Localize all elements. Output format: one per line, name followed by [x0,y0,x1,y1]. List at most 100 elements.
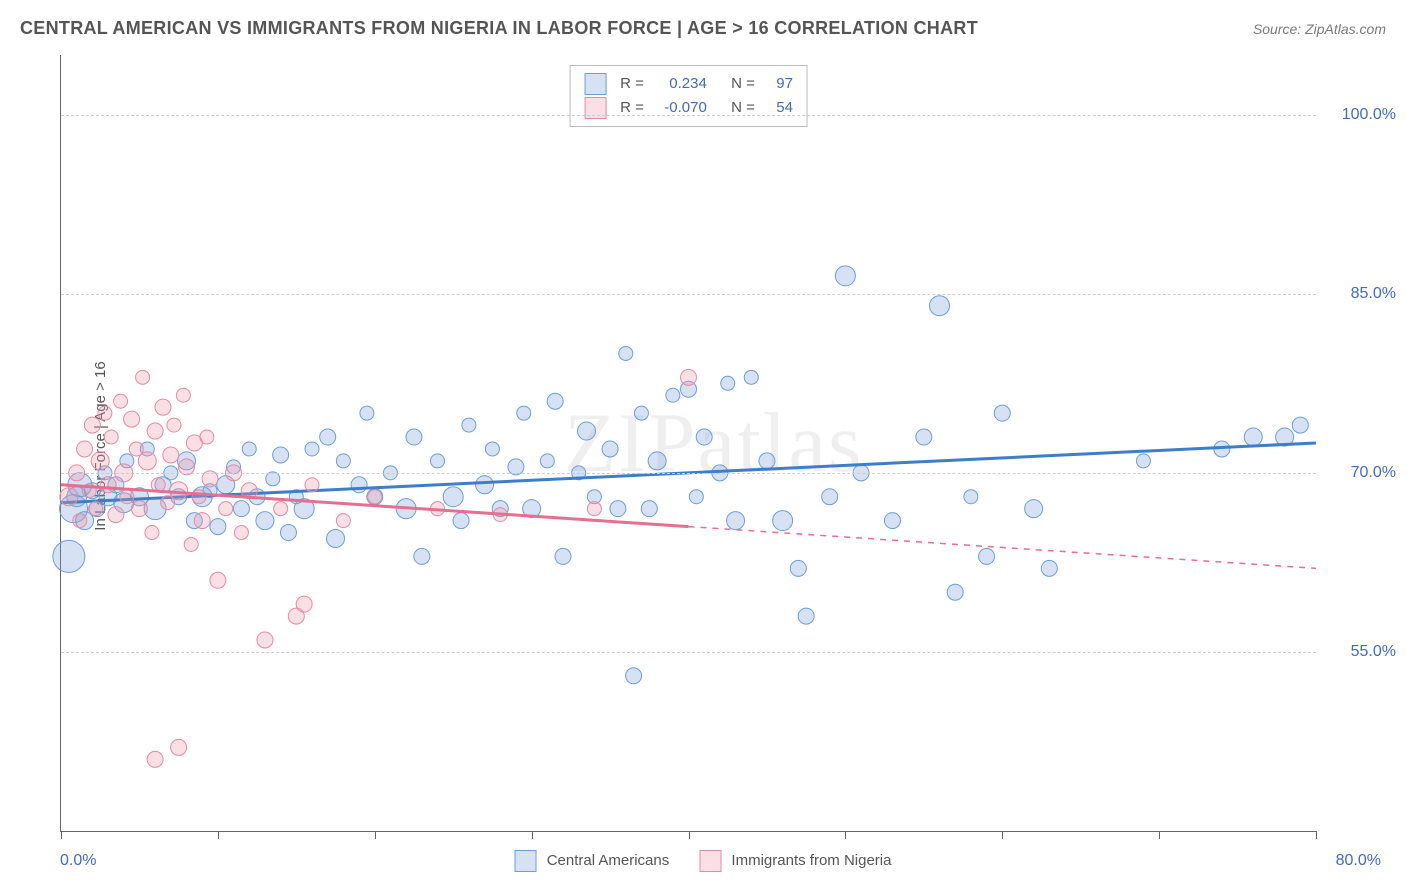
legend-item-1: Central Americans [515,850,670,872]
legend-label-2: Immigrants from Nigeria [731,852,891,869]
scatter-point [273,447,289,463]
scatter-point [727,512,745,530]
scatter-point [578,422,596,440]
scatter-point [114,394,128,408]
trend-line-dashed [689,527,1317,569]
scatter-point [798,608,814,624]
scatter-point [176,388,190,402]
scatter-point [257,632,273,648]
chart-title: CENTRAL AMERICAN VS IMMIGRANTS FROM NIGE… [20,18,978,39]
scatter-point [476,476,494,494]
scatter-point [305,478,319,492]
scatter-point [336,514,350,528]
y-tick-label: 55.0% [1326,643,1396,661]
scatter-point [233,501,249,517]
scatter-point [517,406,531,420]
legend-label-1: Central Americans [547,852,670,869]
scatter-point [431,454,445,468]
scatter-point [884,513,900,529]
scatter-point [104,430,118,444]
scatter-point [73,514,87,528]
scatter-point [192,490,206,504]
scatter-point [171,739,187,755]
scatter-point [721,376,735,390]
scatter-point [280,525,296,541]
scatter-point [53,540,85,572]
scatter-point [200,430,214,444]
n-label: N = [731,72,755,96]
scatter-point [790,560,806,576]
scatter-point [835,266,855,286]
scatter-point [266,472,280,486]
legend-swatch-2 [699,850,721,872]
scatter-point [947,584,963,600]
n-value-1: 97 [763,72,793,96]
corr-swatch-2 [584,97,606,119]
scatter-point [406,429,422,445]
scatter-point [77,441,93,457]
scatter-point [666,388,680,402]
scatter-point [84,417,100,433]
scatter-point [462,418,476,432]
scatter-point [602,441,618,457]
scatter-point [234,526,248,540]
y-tick-label: 85.0% [1326,285,1396,303]
scatter-point [120,490,134,504]
chart-container: CENTRAL AMERICAN VS IMMIGRANTS FROM NIGE… [0,0,1406,892]
chart-header: CENTRAL AMERICAN VS IMMIGRANTS FROM NIGE… [20,18,1386,39]
correlation-box: R = 0.234 N = 97 R = -0.070 N = 54 [569,65,808,127]
scatter-point [610,501,626,517]
scatter-point [351,477,367,493]
source-label: Source: ZipAtlas.com [1253,21,1386,37]
corr-row-1: R = 0.234 N = 97 [584,72,793,96]
r-value-1: 0.234 [652,72,707,96]
scatter-point [274,502,288,516]
x-axis-min-label: 0.0% [60,852,96,870]
scatter-point [136,370,150,384]
scatter-point [91,452,109,470]
scatter-point [443,487,463,507]
scatter-point [145,526,159,540]
scatter-point [242,442,256,456]
scatter-point [167,418,181,432]
scatter-point [994,405,1010,421]
scatter-point [555,548,571,564]
legend-bottom: Central Americans Immigrants from Nigeri… [515,850,892,872]
scatter-point [1136,454,1150,468]
scatter-point [916,429,932,445]
corr-row-2: R = -0.070 N = 54 [584,96,793,120]
r-value-2: -0.070 [652,96,707,120]
scatter-point [648,452,666,470]
y-tick-label: 100.0% [1326,106,1396,124]
scatter-point [98,406,112,420]
r-label-2: R = [620,96,644,120]
scatter-point [773,511,793,531]
scatter-point [540,454,554,468]
scatter-point [305,442,319,456]
scatter-point [485,442,499,456]
scatter-point [147,423,163,439]
scatter-point [681,369,697,385]
n-label-2: N = [731,96,755,120]
scatter-point [744,370,758,384]
scatter-point [89,502,103,516]
scatter-point [163,447,179,463]
scatter-point [147,751,163,767]
legend-item-2: Immigrants from Nigeria [699,850,891,872]
scatter-point [124,411,140,427]
scatter-point [210,572,226,588]
scatter-point [1041,560,1057,576]
scatter-point [155,399,171,415]
scatter-point [414,548,430,564]
scatter-point [184,537,198,551]
scatter-point [1292,417,1308,433]
scatter-point [696,429,712,445]
scatter-point [320,429,336,445]
scatter-point [930,296,950,316]
scatter-point [60,488,78,506]
x-axis-max-label: 80.0% [1336,852,1381,870]
scatter-point [822,489,838,505]
scatter-point [138,452,156,470]
scatter-point [100,477,116,493]
scatter-point [327,530,345,548]
